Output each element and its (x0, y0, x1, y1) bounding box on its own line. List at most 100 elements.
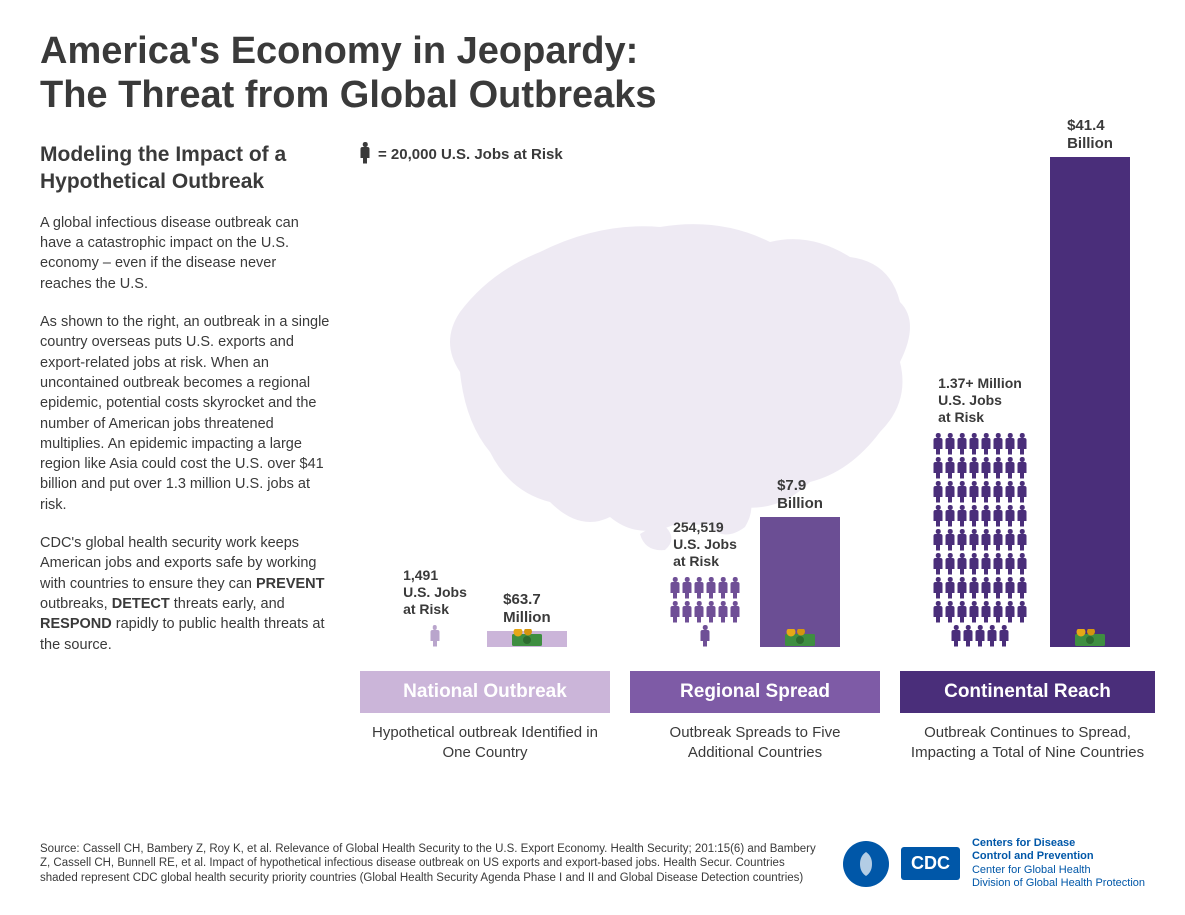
person-icon (988, 625, 997, 647)
paragraph-3: CDC's global health security work keeps … (40, 533, 330, 655)
person-icon (934, 577, 943, 599)
cost-column: $63.7Million (487, 591, 567, 647)
person-icon (970, 433, 979, 455)
person-icon (982, 601, 991, 623)
person-icon (719, 577, 728, 599)
person-icon (934, 529, 943, 551)
person-icon (671, 577, 680, 599)
person-icon (994, 433, 1003, 455)
scenario-continental: Continental Reach Outbreak Continues to … (900, 671, 1155, 762)
jobs-label: 1,491U.S. Jobsat Risk (403, 567, 467, 617)
person-icon (683, 577, 692, 599)
person-icon (695, 577, 704, 599)
person-icon (946, 481, 955, 503)
hhs-seal-icon (843, 841, 889, 887)
person-icon (958, 457, 967, 479)
people-isotype (670, 577, 740, 647)
person-icon (970, 601, 979, 623)
person-icon (994, 577, 1003, 599)
person-icon (1006, 433, 1015, 455)
person-icon (994, 529, 1003, 551)
scenario-data-regional: 254,519U.S. Jobsat Risk $7.9Billion (640, 477, 870, 647)
person-icon (1018, 553, 1027, 575)
money-icon (1071, 629, 1109, 647)
person-icon (934, 481, 943, 503)
cdc-badge: CDC (901, 847, 960, 880)
person-icon (695, 601, 704, 623)
person-icon (1006, 481, 1015, 503)
person-icon (970, 577, 979, 599)
person-icon (946, 433, 955, 455)
people-isotype (420, 625, 450, 647)
jobs-label: 1.37+ MillionU.S. Jobsat Risk (938, 375, 1022, 425)
infographic-area: = 20,000 U.S. Jobs at Risk 1,491U.S. Job… (360, 142, 1145, 762)
person-icon (994, 505, 1003, 527)
person-icon (970, 553, 979, 575)
person-icon (719, 601, 728, 623)
scenario-description: Outbreak Spreads to Five Additional Coun… (630, 723, 880, 762)
text-column: Modeling the Impact of a Hypothetical Ou… (40, 142, 330, 762)
person-icon (1006, 577, 1015, 599)
person-icon (982, 433, 991, 455)
person-icon (946, 505, 955, 527)
person-icon (976, 625, 985, 647)
paragraph-2: As shown to the right, an outbreak in a … (40, 312, 330, 515)
person-icon (1018, 601, 1027, 623)
jobs-column: 254,519U.S. Jobsat Risk (670, 519, 740, 647)
scenario-data-continental: 1.37+ MillionU.S. Jobsat Risk $41.4Billi… (915, 117, 1145, 647)
person-icon (982, 457, 991, 479)
person-icon (994, 601, 1003, 623)
money-icon (508, 629, 546, 647)
person-icon (964, 625, 973, 647)
jobs-column: 1.37+ MillionU.S. Jobsat Risk (930, 375, 1030, 647)
cost-label: $7.9Billion (777, 477, 823, 513)
scenario-banner: Continental Reach (900, 671, 1155, 713)
scenario-national: National Outbreak Hypothetical outbreak … (360, 671, 610, 762)
person-icon (982, 553, 991, 575)
subtitle: Modeling the Impact of a Hypothetical Ou… (40, 142, 330, 195)
person-icon (958, 577, 967, 599)
paragraph-1: A global infectious disease outbreak can… (40, 213, 330, 294)
scenario-regional: Regional Spread Outbreak Spreads to Five… (630, 671, 880, 762)
person-icon (982, 481, 991, 503)
scenario-banner: Regional Spread (630, 671, 880, 713)
person-icon (958, 433, 967, 455)
person-icon (982, 529, 991, 551)
person-icon (958, 553, 967, 575)
title-line1: America's Economy in Jeopardy: (40, 30, 638, 72)
person-icon (934, 457, 943, 479)
person-icon (970, 457, 979, 479)
cdc-logo-group: CDC Centers for DiseaseControl and Preve… (843, 837, 1145, 890)
person-icon (934, 433, 943, 455)
cost-bar (1050, 157, 1130, 647)
person-icon (1018, 457, 1027, 479)
title-line2: The Threat from Global Outbreaks (40, 74, 657, 116)
person-icon (731, 601, 740, 623)
source-citation: Source: Cassell CH, Bambery Z, Roy K, et… (40, 842, 823, 885)
person-icon (958, 529, 967, 551)
person-icon (946, 601, 955, 623)
person-icon (1006, 601, 1015, 623)
legend: = 20,000 U.S. Jobs at Risk (360, 142, 563, 166)
person-icon (934, 601, 943, 623)
person-icon (671, 601, 680, 623)
footer: Source: Cassell CH, Bambery Z, Roy K, et… (40, 837, 1145, 890)
person-icon (701, 625, 710, 647)
person-icon (1018, 433, 1027, 455)
person-icon (970, 505, 979, 527)
people-isotype (930, 433, 1030, 647)
jobs-label: 254,519U.S. Jobsat Risk (673, 519, 737, 569)
cost-bar (760, 517, 840, 647)
person-icon (360, 142, 370, 166)
person-icon (958, 505, 967, 527)
person-icon (1006, 457, 1015, 479)
content-grid: Modeling the Impact of a Hypothetical Ou… (40, 142, 1145, 762)
cost-column: $41.4Billion (1050, 117, 1130, 647)
person-icon (994, 553, 1003, 575)
scenario-data-national: 1,491U.S. Jobsat Risk $63.7Million (370, 567, 600, 647)
cost-bar (487, 631, 567, 647)
person-icon (946, 577, 955, 599)
person-icon (982, 505, 991, 527)
page-title: America's Economy in Jeopardy: The Threa… (40, 30, 1145, 117)
person-icon (1018, 505, 1027, 527)
